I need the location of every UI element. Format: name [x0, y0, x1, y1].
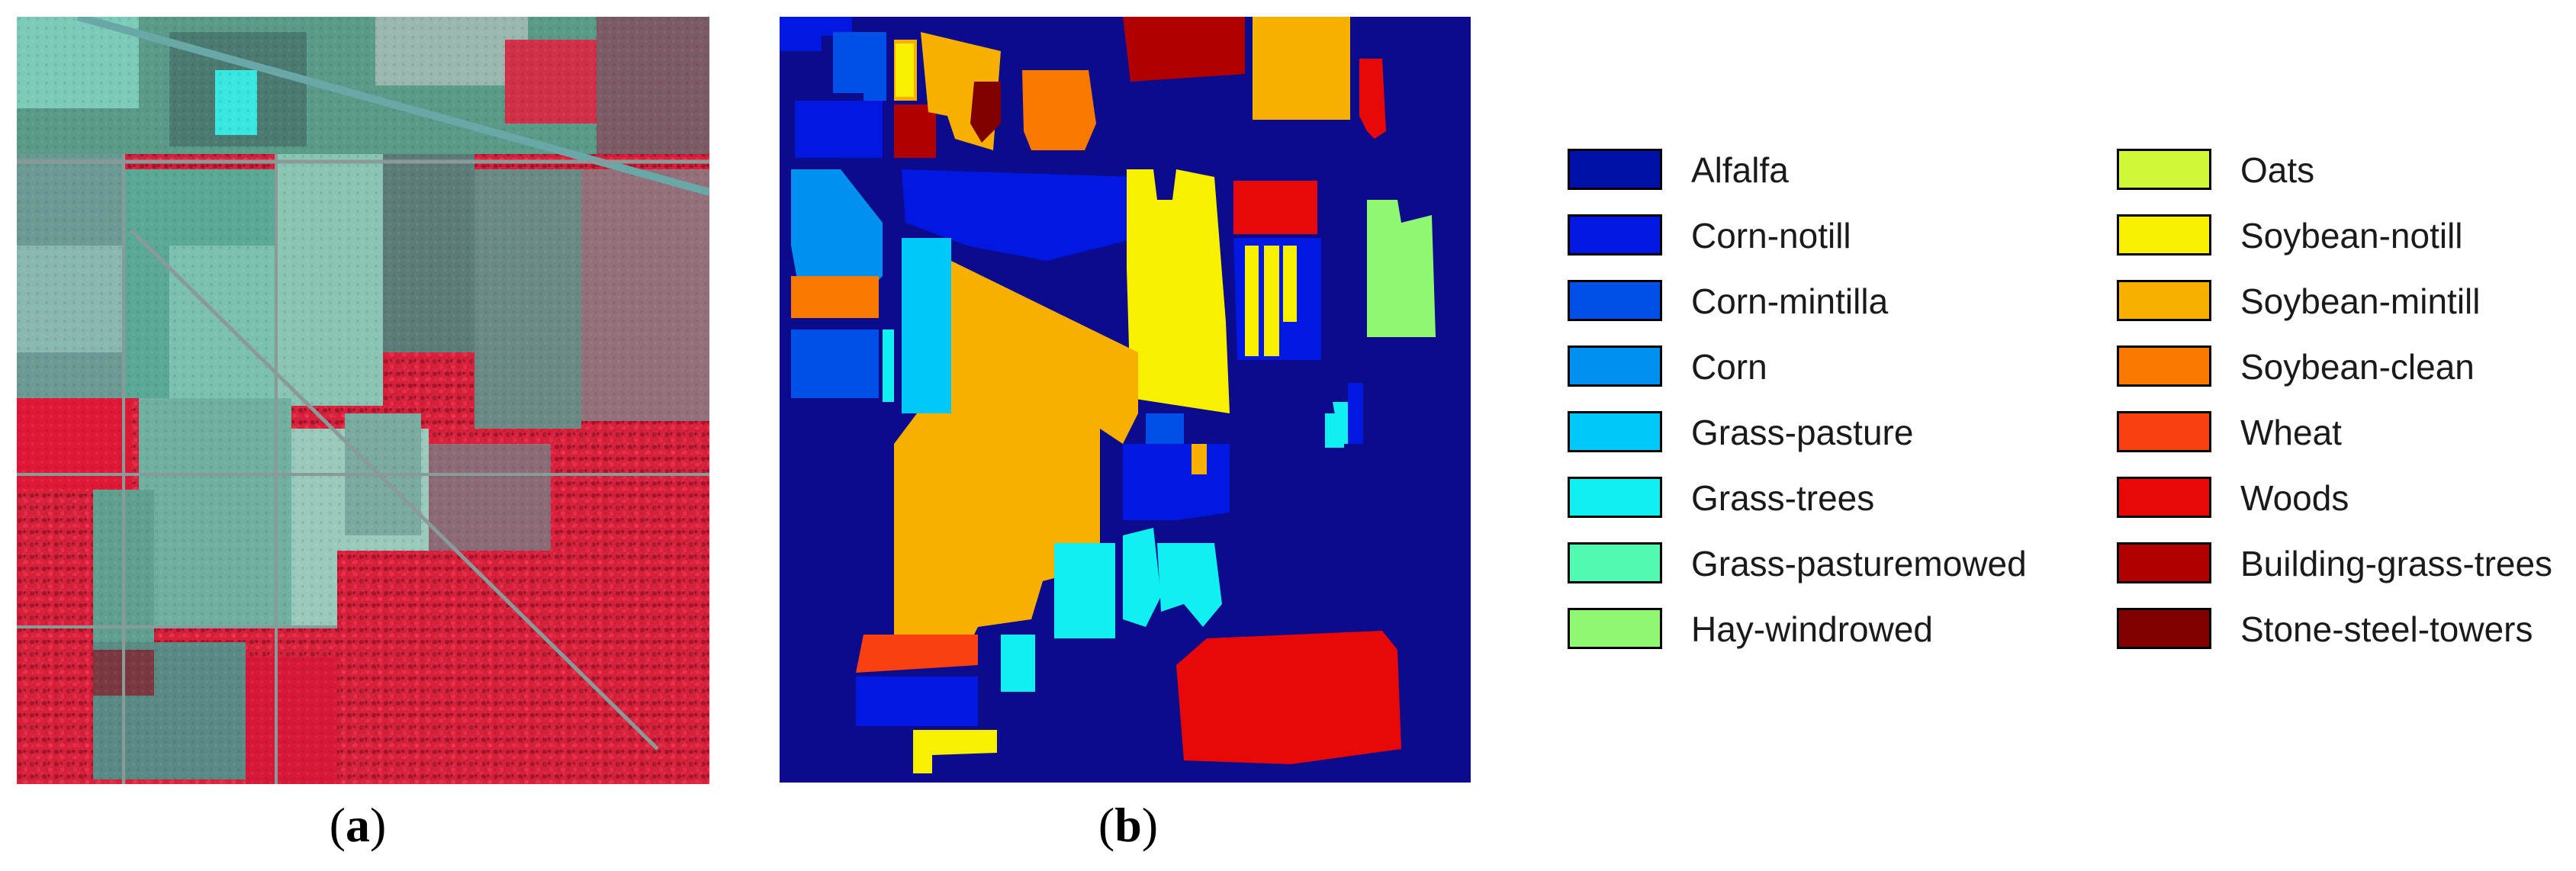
- legend-swatch-hay-windrowed: [1568, 608, 1662, 649]
- legend-label-building-grass-trees: Building-grass-trees: [2240, 544, 2553, 583]
- caption-b-letter: b: [1114, 798, 1142, 852]
- false-color-aerial-image: [17, 17, 709, 784]
- legend-label-oats: Oats: [2240, 150, 2315, 190]
- legend-item-soybean-notill: Soybean-notill: [2117, 211, 2576, 259]
- legend-swatch-corn-mintilla: [1568, 280, 1662, 321]
- legend-item-corn-notill: Corn-notill: [1568, 211, 2041, 259]
- legend-label-corn: Corn: [1691, 347, 1767, 387]
- legend-swatch-alfalfa: [1568, 149, 1662, 190]
- legend-item-hay-windrowed: Hay-windrowed: [1568, 604, 2041, 653]
- legend-label-hay-windrowed: Hay-windrowed: [1691, 609, 1934, 649]
- legend-item-building-grass-trees: Building-grass-trees: [2117, 538, 2576, 587]
- legend-label-wheat: Wheat: [2240, 413, 2342, 452]
- legend-item-wheat: Wheat: [2117, 407, 2576, 456]
- legend-item-grass-pasturemowed: Grass-pasturemowed: [1568, 538, 2041, 587]
- legend-label-woods: Woods: [2240, 478, 2349, 518]
- legend-item-stone-steel-towers: Stone-steel-towers: [2117, 604, 2576, 653]
- legend-swatch-grass-trees: [1568, 477, 1662, 518]
- aerial-image-graphic: [17, 17, 709, 784]
- legend-swatch-grass-pasture: [1568, 411, 1662, 452]
- legend-label-stone-steel-towers: Stone-steel-towers: [2240, 609, 2533, 649]
- legend-item-corn-mintilla: Corn-mintilla: [1568, 276, 2041, 325]
- legend-label-grass-pasturemowed: Grass-pasturemowed: [1691, 544, 2027, 583]
- legend-label-soybean-clean: Soybean-clean: [2240, 347, 2475, 387]
- legend-item-grass-pasture: Grass-pasture: [1568, 407, 2041, 456]
- legend-item-woods: Woods: [2117, 473, 2576, 522]
- legend-item-alfalfa: Alfalfa: [1568, 145, 2041, 194]
- class-legend: Alfalfa Corn-notill Corn-mintilla Corn G…: [1568, 145, 2576, 679]
- legend-swatch-soybean-mintill: [2117, 280, 2211, 321]
- legend-item-soybean-mintill: Soybean-mintill: [2117, 276, 2576, 325]
- legend-label-soybean-mintill: Soybean-mintill: [2240, 281, 2481, 321]
- legend-swatch-corn-notill: [1568, 214, 1662, 256]
- legend-swatch-woods: [2117, 477, 2211, 518]
- legend-label-grass-pasture: Grass-pasture: [1691, 413, 1914, 452]
- legend-label-alfalfa: Alfalfa: [1691, 150, 1789, 190]
- legend-swatch-soybean-clean: [2117, 346, 2211, 387]
- legend-item-grass-trees: Grass-trees: [1568, 473, 2041, 522]
- legend-swatch-oats: [2117, 149, 2211, 190]
- legend-swatch-grass-pasturemowed: [1568, 542, 1662, 583]
- legend-swatch-corn: [1568, 346, 1662, 387]
- legend-label-grass-trees: Grass-trees: [1691, 478, 1875, 518]
- legend-swatch-wheat: [2117, 411, 2211, 452]
- legend-label-corn-notill: Corn-notill: [1691, 216, 1851, 256]
- caption-a-letter: a: [346, 798, 370, 852]
- legend-swatch-building-grass-trees: [2117, 542, 2211, 583]
- legend-item-corn: Corn: [1568, 342, 2041, 391]
- legend-label-soybean-notill: Soybean-notill: [2240, 216, 2463, 256]
- legend-swatch-soybean-notill: [2117, 214, 2211, 256]
- legend-item-soybean-clean: Soybean-clean: [2117, 342, 2576, 391]
- class-map-graphic: [780, 17, 1471, 783]
- legend-swatch-stone-steel-towers: [2117, 608, 2211, 649]
- legend-item-oats: Oats: [2117, 145, 2576, 194]
- legend-label-corn-mintilla: Corn-mintilla: [1691, 281, 1889, 321]
- caption-a: (a): [329, 798, 387, 852]
- ground-truth-class-map: [780, 17, 1471, 783]
- caption-b: (b): [1098, 798, 1159, 852]
